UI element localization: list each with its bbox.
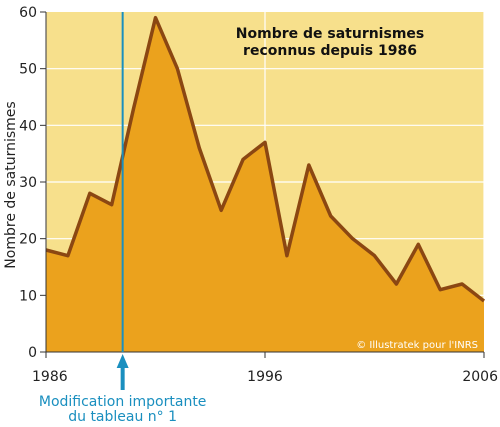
annotation-line-1: Modification importante	[39, 394, 207, 410]
y-tick-label: 20	[19, 232, 37, 248]
y-tick-labels: 0 10 20 30 40 50 60	[19, 5, 37, 361]
annotation-line-2: du tableau n° 1	[68, 409, 177, 425]
y-axis-label: Nombre de saturnismes	[3, 101, 19, 268]
x-tick-label: 1986	[32, 369, 68, 385]
annotation-arrow-head	[117, 354, 129, 368]
x-tick-label: 1996	[247, 369, 283, 385]
y-tick-label: 0	[28, 345, 37, 361]
x-tick-labels: 1986 1996 2006	[32, 369, 498, 385]
y-tick-label: 60	[19, 5, 37, 21]
credit-text: © Illustratek pour l'INRS	[356, 340, 478, 351]
y-tick-label: 40	[19, 118, 37, 134]
y-tick-label: 30	[19, 175, 37, 191]
y-tick-label: 10	[19, 288, 37, 304]
chart-title-line-2: reconnus depuis 1986	[243, 43, 417, 59]
x-tick-label: 2006	[462, 369, 498, 385]
y-tick-label: 50	[19, 62, 37, 78]
chart-title-line-1: Nombre de saturnismes	[236, 26, 424, 42]
